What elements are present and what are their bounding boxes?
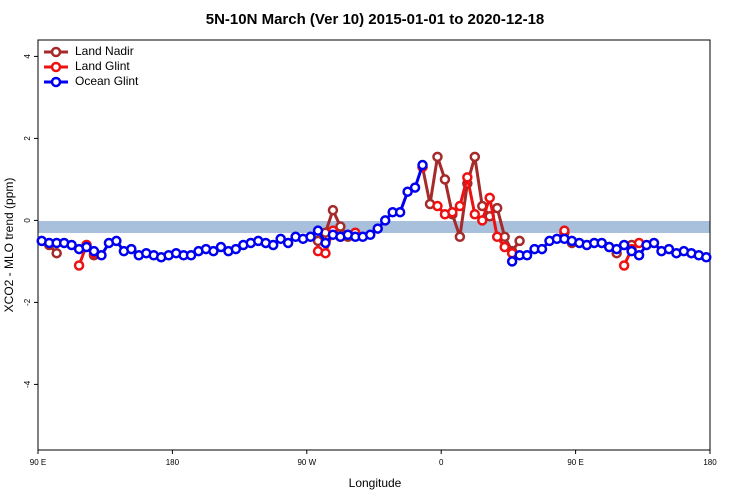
point (499, 241, 510, 253)
y-tick-label: 0 (23, 218, 32, 223)
point (73, 260, 85, 271)
x-tick-label: 180 (166, 458, 180, 467)
point (477, 215, 488, 226)
point (320, 247, 331, 259)
point (559, 225, 570, 236)
point (439, 174, 451, 185)
point (618, 260, 630, 271)
point (275, 233, 286, 245)
x-tick-label: 90 W (297, 458, 316, 467)
point (484, 192, 495, 204)
point (215, 241, 227, 253)
point (320, 237, 331, 249)
point (432, 200, 443, 212)
point (208, 245, 219, 257)
point (491, 231, 503, 243)
y-tick-label: 4 (23, 54, 32, 59)
legend-marker (50, 61, 62, 73)
point (230, 243, 242, 255)
legend-label: Land Glint (75, 59, 130, 73)
point (372, 223, 383, 234)
x-tick-label: 90 E (567, 458, 583, 467)
point (66, 239, 77, 251)
point (663, 243, 675, 255)
legend-label: Ocean Glint (75, 74, 139, 88)
point (596, 237, 607, 249)
point (51, 247, 62, 259)
point (469, 151, 481, 163)
point (506, 256, 518, 267)
point (335, 221, 346, 232)
point (618, 239, 630, 251)
point (521, 250, 533, 261)
point (409, 182, 421, 193)
plot-frame (37, 39, 711, 451)
point (633, 250, 645, 261)
y-tick-label: -2 (23, 298, 32, 306)
point (185, 250, 197, 261)
point (432, 151, 443, 163)
point (469, 209, 481, 220)
point (379, 215, 391, 226)
point (126, 243, 137, 255)
y-axis-label: XCO2 - MLO trend (ppm) (2, 178, 16, 313)
point (282, 237, 294, 249)
point (402, 186, 413, 197)
point (305, 231, 316, 243)
x-axis-label: Longitude (349, 476, 402, 490)
x-tick-label: 90 E (30, 458, 46, 467)
point (611, 243, 622, 255)
point (111, 235, 122, 247)
x-tick-label: 180 (703, 458, 717, 467)
chart-title: 5N-10N March (Ver 10) 2015-01-01 to 2020… (206, 11, 545, 28)
point (626, 245, 637, 257)
point (454, 231, 466, 243)
point (514, 235, 525, 247)
point (491, 202, 503, 214)
point (462, 172, 473, 183)
point (394, 206, 406, 218)
point (88, 245, 100, 257)
point (312, 225, 324, 236)
legend-marker (50, 46, 62, 58)
point (701, 252, 712, 263)
point (267, 239, 279, 251)
point (327, 204, 339, 216)
x-tick-label: 0 (439, 458, 444, 467)
point (81, 241, 92, 253)
point (365, 229, 376, 240)
point (648, 237, 660, 249)
point (96, 250, 107, 261)
y-tick-label: 2 (23, 136, 32, 141)
point (536, 243, 548, 255)
point (417, 159, 428, 171)
point (447, 206, 458, 218)
legend-marker (50, 76, 62, 88)
y-tick-label: -4 (23, 380, 32, 388)
point (454, 200, 466, 212)
legend-label: Land Nadir (75, 44, 134, 58)
